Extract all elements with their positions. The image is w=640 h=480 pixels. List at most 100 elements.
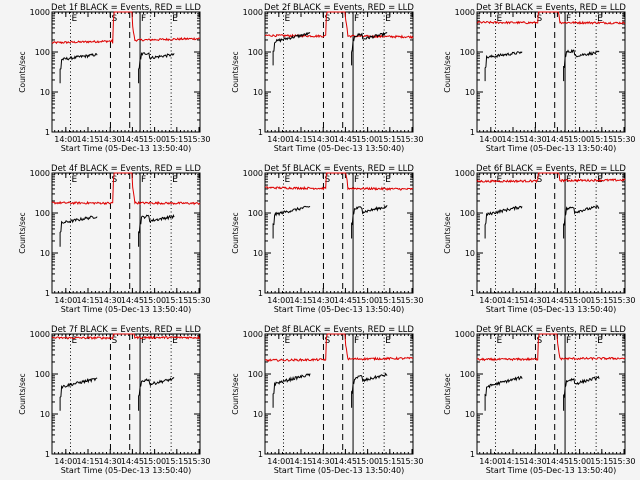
x-tick-label: 15:15 xyxy=(165,296,188,305)
series-lld-line xyxy=(51,333,201,340)
x-tick-label: 15:15 xyxy=(165,135,188,144)
plot-frame xyxy=(51,172,201,294)
x-tick-label: 14:45 xyxy=(334,457,357,466)
series-events-line xyxy=(351,372,388,408)
time-marker-label: E xyxy=(497,336,503,346)
x-tick-label: 14:30 xyxy=(99,457,122,466)
series-events-line xyxy=(563,375,600,411)
y-tick-label: 1 xyxy=(258,289,263,298)
x-tick-label: 15:30 xyxy=(400,296,423,305)
x-tick-label: 14:45 xyxy=(121,457,144,466)
x-axis-label: Start Time (05-Dec-13 13:50:40) xyxy=(274,144,405,153)
time-marker-label: S xyxy=(111,14,117,24)
series-lld-line xyxy=(264,172,414,191)
series-events-line xyxy=(563,205,600,239)
x-tick-label: 14:30 xyxy=(524,296,547,305)
x-tick-label: 14:15 xyxy=(289,457,312,466)
x-tick-label: 15:15 xyxy=(590,296,613,305)
x-tick-label: 15:00 xyxy=(143,296,166,305)
series-lld-line xyxy=(51,11,201,45)
x-tick-label: 14:15 xyxy=(501,457,524,466)
y-axis-label: Counts/sec xyxy=(18,212,27,253)
series-events-line xyxy=(272,373,311,408)
panel-title: Det 1f BLACK = Events, RED = LLD xyxy=(51,3,201,13)
y-tick-label: 10 xyxy=(40,88,50,97)
x-tick-label: 15:30 xyxy=(612,135,635,144)
series-lld-line xyxy=(51,172,201,206)
x-axis-label: Start Time (05-Dec-13 13:50:40) xyxy=(486,466,617,475)
x-tick-label: 14:30 xyxy=(99,296,122,305)
detector-panel: Det 1f BLACK = Events, RED = LLD 1 10 100 10… xyxy=(18,3,211,153)
time-marker-label: E xyxy=(385,336,391,346)
x-tick-label: 14:30 xyxy=(312,296,335,305)
time-marker-label: S xyxy=(324,175,330,185)
y-tick-label: 1000 xyxy=(30,169,50,178)
series-events-line xyxy=(138,213,175,247)
time-marker-label: E xyxy=(285,336,291,346)
x-tick-label: 14:00 xyxy=(479,296,502,305)
y-tick-label: 100 xyxy=(35,370,50,379)
x-tick-label: 14:00 xyxy=(54,296,77,305)
x-tick-label: 14:30 xyxy=(312,135,335,144)
y-tick-label: 100 xyxy=(248,209,263,218)
plot-frame xyxy=(51,11,201,133)
x-tick-label: 14:45 xyxy=(546,296,569,305)
y-axis-label: Counts/sec xyxy=(231,212,240,253)
panel-title: Det 7f BLACK = Events, RED = LLD xyxy=(51,325,201,335)
x-tick-label: 15:15 xyxy=(590,457,613,466)
panel-title: Det 6f BLACK = Events, RED = LLD xyxy=(476,164,626,174)
y-tick-label: 100 xyxy=(460,209,475,218)
x-tick-label: 15:00 xyxy=(356,457,379,466)
y-axis-label: Counts/sec xyxy=(18,373,27,414)
plot-frame xyxy=(264,11,414,133)
x-axis-label: Start Time (05-Dec-13 13:50:40) xyxy=(61,305,192,314)
time-marker-label: F xyxy=(354,175,359,185)
x-tick-label: 15:00 xyxy=(568,135,591,144)
time-marker-label: S xyxy=(111,336,117,346)
y-tick-label: 10 xyxy=(253,410,263,419)
time-marker-label: S xyxy=(536,14,542,24)
panel-title: Det 4f BLACK = Events, RED = LLD xyxy=(51,164,201,174)
panel-title: Det 9f BLACK = Events, RED = LLD xyxy=(476,325,626,335)
y-tick-label: 100 xyxy=(460,370,475,379)
plot-frame xyxy=(476,333,626,455)
y-axis-label: Counts/sec xyxy=(18,51,27,92)
time-marker-label: F xyxy=(566,336,571,346)
series-lld-line xyxy=(476,11,626,25)
time-marker-label: F xyxy=(141,175,146,185)
x-tick-label: 14:45 xyxy=(334,296,357,305)
x-tick-label: 14:30 xyxy=(99,135,122,144)
y-tick-label: 1 xyxy=(258,450,263,459)
series-events-line xyxy=(138,376,175,411)
time-marker-label: S xyxy=(324,336,330,346)
x-tick-label: 14:45 xyxy=(121,135,144,144)
y-tick-label: 1000 xyxy=(243,169,263,178)
series-events-line xyxy=(59,53,98,84)
x-tick-label: 15:15 xyxy=(165,457,188,466)
time-marker-label: E xyxy=(497,175,503,185)
plot-frame xyxy=(476,172,626,294)
panel-title: Det 5f BLACK = Events, RED = LLD xyxy=(264,164,414,174)
y-tick-label: 1 xyxy=(45,289,50,298)
x-axis-label: Start Time (05-Dec-13 13:50:40) xyxy=(61,466,192,475)
x-axis-label: Start Time (05-Dec-13 13:50:40) xyxy=(274,305,405,314)
x-tick-label: 15:00 xyxy=(356,135,379,144)
detector-panel: Det 9f BLACK = Events, RED = LLD 1 10 100 10… xyxy=(443,325,636,475)
time-marker-label: F xyxy=(566,175,571,185)
y-tick-label: 1 xyxy=(470,450,475,459)
detector-panel: Det 4f BLACK = Events, RED = LLD 1 10 100 10… xyxy=(18,164,211,314)
y-tick-label: 1 xyxy=(470,128,475,137)
x-tick-label: 14:45 xyxy=(546,135,569,144)
time-marker-label: E xyxy=(72,336,78,346)
x-tick-label: 14:30 xyxy=(312,457,335,466)
series-events-line xyxy=(351,31,388,66)
y-tick-label: 1000 xyxy=(243,330,263,339)
time-marker-label: S xyxy=(324,14,330,24)
x-tick-label: 14:15 xyxy=(289,135,312,144)
x-tick-label: 15:30 xyxy=(612,296,635,305)
time-marker-label: E xyxy=(497,14,503,24)
y-tick-label: 10 xyxy=(465,410,475,419)
series-lld-line xyxy=(476,172,626,184)
x-tick-label: 14:30 xyxy=(524,135,547,144)
y-tick-label: 10 xyxy=(465,88,475,97)
